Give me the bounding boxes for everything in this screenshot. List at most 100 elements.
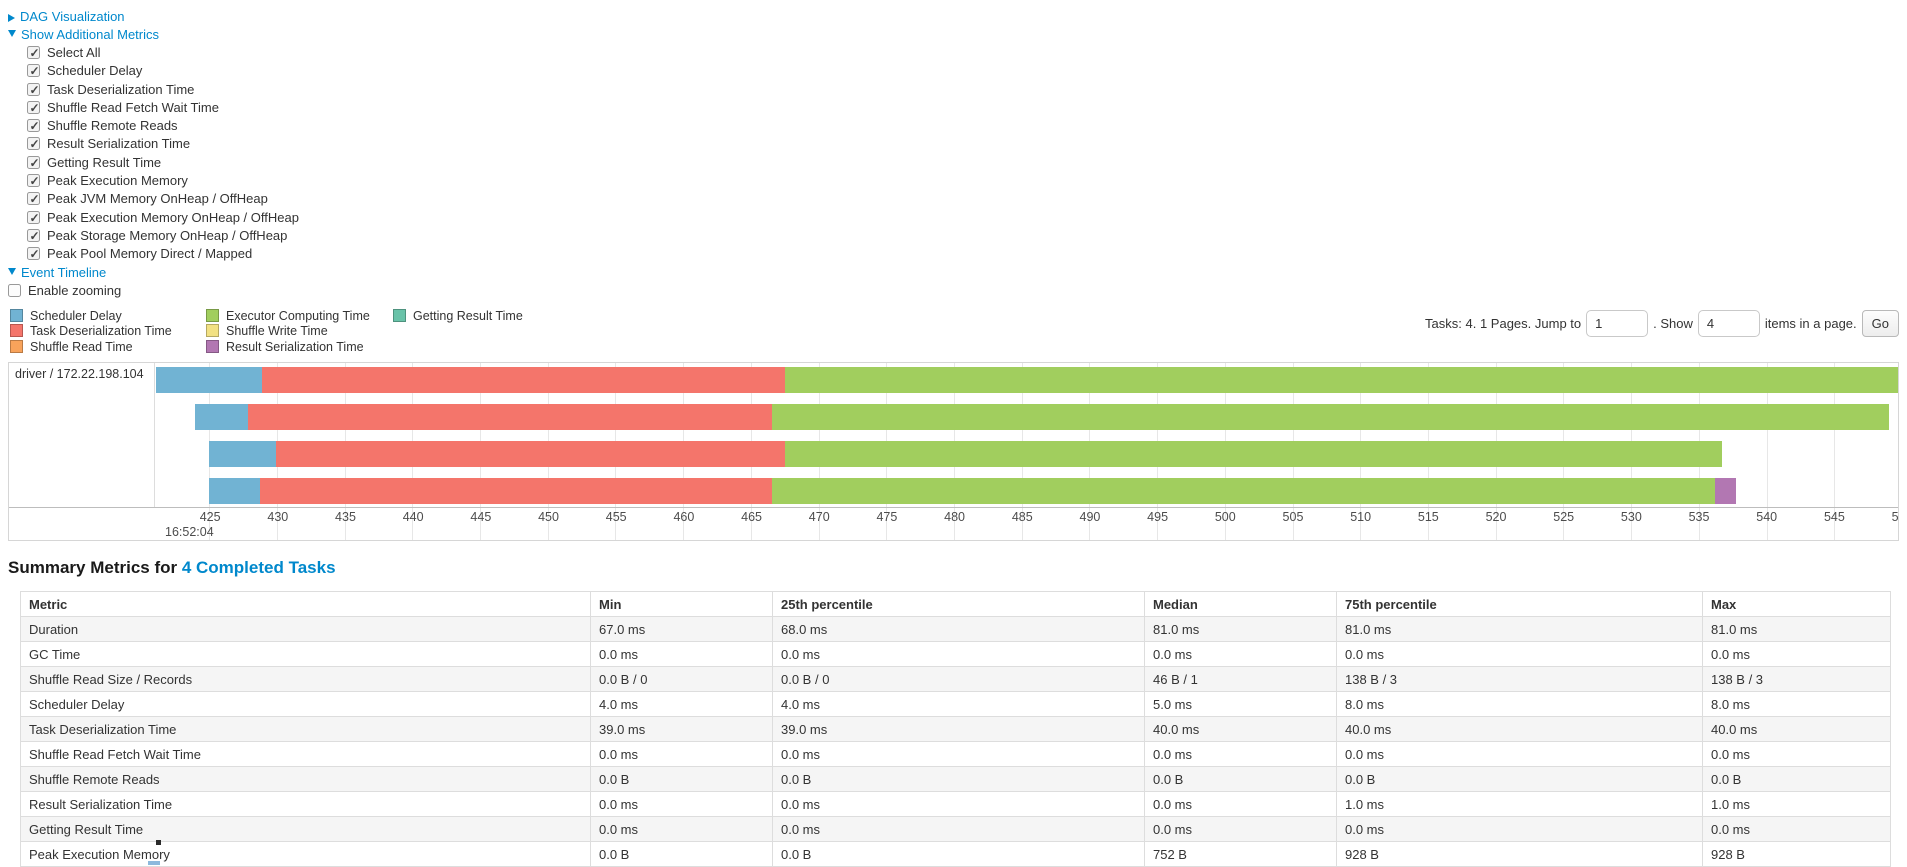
metric-checkbox-label: Peak Execution Memory xyxy=(47,173,188,189)
metric-checkbox-label: Getting Result Time xyxy=(47,154,162,170)
executor-label: driver / 172.22.198.104 xyxy=(15,367,144,382)
event-timeline-toggle[interactable]: Event Timeline xyxy=(8,264,1907,282)
checkbox-icon[interactable] xyxy=(27,135,40,154)
task-bar-segment-scheduler-delay[interactable] xyxy=(208,441,277,468)
column-header-min[interactable]: Min xyxy=(590,591,773,618)
dag-visualization-toggle[interactable]: DAG Visualization xyxy=(8,8,1907,26)
column-header-25th-percentile[interactable]: 25th percentile xyxy=(772,591,1145,618)
metric-value-cell: 928 B xyxy=(1702,841,1891,867)
checkbox-icon[interactable] xyxy=(27,190,40,209)
items-per-page-input[interactable] xyxy=(1697,309,1760,337)
metric-checkbox-label: Result Serialization Time xyxy=(47,136,191,152)
checkbox-icon[interactable] xyxy=(27,81,40,99)
metric-checkbox-list: Select All Scheduler Delay Task Deserializ… xyxy=(8,44,1907,264)
metric-value-cell: 0.0 ms xyxy=(1702,816,1891,843)
gridline xyxy=(1834,363,1836,541)
column-header-median[interactable]: Median xyxy=(1144,591,1337,618)
legend-label: Shuffle Read Time xyxy=(30,339,133,354)
event-timeline-chart[interactable]: driver / 172.22.198.104 425 430 435 440 445 4… xyxy=(8,362,1899,542)
metric-value-cell: 138 B / 3 xyxy=(1336,666,1703,693)
pagination-suffix-text: items in a page. xyxy=(1764,315,1857,331)
metric-value-cell: 0.0 ms xyxy=(1144,791,1337,818)
metric-value-cell: 68.0 ms xyxy=(772,616,1145,643)
pagination-prefix-text: Tasks: 4. 1 Pages. Jump to xyxy=(1425,315,1582,331)
metric-checkbox-label: Scheduler Delay xyxy=(47,63,143,79)
task-bar-segment-scheduler-delay[interactable] xyxy=(156,367,262,394)
show-additional-metrics-toggle[interactable]: Show Additional Metrics xyxy=(8,26,1907,44)
cutoff-content-speck xyxy=(156,840,161,845)
metric-checkbox-peak-storage-memory-onheap-offheap[interactable]: Peak Storage Memory OnHeap / OffHeap xyxy=(8,227,1907,245)
column-header-75th-percentile[interactable]: 75th percentile xyxy=(1336,591,1703,618)
checkbox-icon[interactable] xyxy=(27,154,40,172)
metric-value-cell: 0.0 ms xyxy=(1336,641,1703,668)
gridline xyxy=(1766,363,1768,541)
stage-controls: DAG Visualization Show Additional Metric… xyxy=(0,0,1907,300)
metric-name-cell: Duration xyxy=(20,616,591,643)
metric-checkbox-label: Peak JVM Memory OnHeap / OffHeap xyxy=(47,191,268,207)
checkbox-icon[interactable] xyxy=(27,227,40,245)
metric-value-cell: 0.0 ms xyxy=(590,741,773,768)
metric-value-cell: 39.0 ms xyxy=(590,716,773,743)
metric-checkbox-peak-jvm-memory-onheap-offheap[interactable]: Peak JVM Memory OnHeap / OffHeap xyxy=(8,190,1907,209)
metric-name-cell: Shuffle Read Fetch Wait Time xyxy=(20,741,591,768)
axis-tick-label: 505 xyxy=(1282,510,1304,525)
legend-item-getting-result-time: Getting Result Time xyxy=(391,308,523,325)
column-header-metric[interactable]: Metric xyxy=(20,591,591,618)
axis-tick-label: 495 xyxy=(1147,510,1169,525)
metric-value-cell: 0.0 B xyxy=(1144,766,1337,793)
chart-axis: 425 430 435 440 445 450 455 460 465 470 475 480 485 4… xyxy=(9,507,1898,540)
checkbox-icon[interactable] xyxy=(27,172,40,190)
task-bar-segment-task-deserialization[interactable] xyxy=(261,367,786,394)
enable-zooming-row[interactable]: Enable zooming xyxy=(8,282,1907,300)
metric-value-cell: 0.0 ms xyxy=(1144,741,1337,768)
axis-tick-label: 440 xyxy=(402,510,424,525)
table-header-row: Metric Min 25th percentile Median 75th perce… xyxy=(20,591,1891,618)
metric-checkbox-peak-execution-memory-onheap-offheap[interactable]: Peak Execution Memory OnHeap / OffHeap xyxy=(8,209,1907,227)
task-bar-segment-result-serialization[interactable] xyxy=(1715,478,1736,505)
enable-zooming-checkbox-icon[interactable] xyxy=(8,283,21,297)
legend-item-scheduler-delay: Scheduler Delay xyxy=(8,308,204,325)
axis-tick-label: 540 xyxy=(1756,510,1778,525)
column-header-max[interactable]: Max xyxy=(1702,591,1891,618)
legend-item-task-deserialization-time: Task Deserialization Time xyxy=(8,324,204,340)
checkbox-icon[interactable] xyxy=(27,62,40,81)
completed-tasks-link[interactable]: 4 Completed Tasks xyxy=(181,558,336,578)
chart-plot-area[interactable] xyxy=(156,363,1898,509)
metric-checkbox-getting-result-time[interactable]: Getting Result Time xyxy=(8,154,1907,172)
metric-value-cell: 928 B xyxy=(1336,841,1703,867)
metric-checkbox-select-all[interactable]: Select All xyxy=(8,44,1907,62)
axis-tick-label: 530 xyxy=(1620,510,1642,525)
metric-checkbox-shuffle-remote-reads[interactable]: Shuffle Remote Reads xyxy=(8,117,1907,135)
metric-checkbox-peak-execution-memory[interactable]: Peak Execution Memory xyxy=(8,172,1907,190)
task-bar-segment-scheduler-delay[interactable] xyxy=(208,478,261,505)
axis-tick-label: 430 xyxy=(267,510,289,525)
metric-checkbox-shuffle-read-fetch-wait-time[interactable]: Shuffle Read Fetch Wait Time xyxy=(8,99,1907,117)
task-bar-segment-executor-computing[interactable] xyxy=(785,441,1723,468)
task-bar-segment-executor-computing[interactable] xyxy=(771,404,1889,431)
checkbox-icon[interactable] xyxy=(27,245,40,264)
jump-to-page-input[interactable] xyxy=(1586,309,1649,337)
task-bar-segment-executor-computing[interactable] xyxy=(785,367,1898,394)
metric-checkbox-label: Peak Pool Memory Direct / Mapped xyxy=(47,246,253,262)
axis-tick-label: 460 xyxy=(673,510,695,525)
timeline-legend: Scheduler Delay Task Deserialization Time… xyxy=(8,308,523,356)
checkbox-icon[interactable] xyxy=(27,44,40,62)
metric-checkbox-task-deserialization-time[interactable]: Task Deserialization Time xyxy=(8,81,1907,99)
task-bar-segment-task-deserialization[interactable] xyxy=(260,478,772,505)
task-bar-segment-task-deserialization[interactable] xyxy=(248,404,772,431)
metric-checkbox-peak-pool-memory-direct-mapped[interactable]: Peak Pool Memory Direct / Mapped xyxy=(8,245,1907,264)
metric-checkbox-label: Task Deserialization Time xyxy=(47,81,195,97)
task-bar-segment-scheduler-delay[interactable] xyxy=(195,404,249,431)
go-button[interactable]: Go xyxy=(1861,309,1899,337)
metric-name-cell: Getting Result Time xyxy=(20,816,591,843)
checkbox-icon[interactable] xyxy=(27,99,40,117)
metric-checkbox-result-serialization-time[interactable]: Result Serialization Time xyxy=(8,135,1907,154)
chart-axis-ticks: 425 430 435 440 445 450 455 460 465 470 475 480 485 4… xyxy=(156,508,1898,540)
metric-checkbox-scheduler-delay[interactable]: Scheduler Delay xyxy=(8,62,1907,81)
checkbox-icon[interactable] xyxy=(27,209,40,227)
checkbox-icon[interactable] xyxy=(27,117,40,135)
task-bar-segment-executor-computing[interactable] xyxy=(771,478,1716,505)
metric-value-cell: 0.0 ms xyxy=(590,816,773,843)
task-bar-segment-task-deserialization[interactable] xyxy=(276,441,786,468)
metric-value-cell: 0.0 B / 0 xyxy=(590,666,773,693)
